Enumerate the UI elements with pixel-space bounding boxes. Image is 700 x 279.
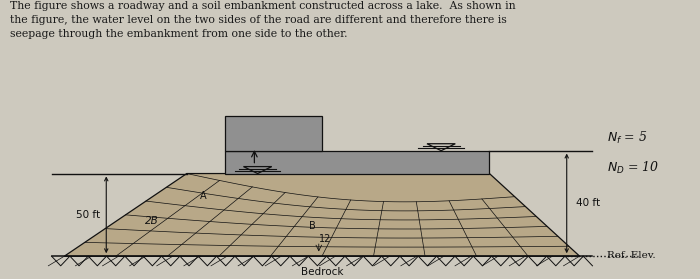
Polygon shape [64,174,580,256]
Text: 40 ft: 40 ft [576,198,601,208]
Text: Ref. Elev.: Ref. Elev. [607,251,655,260]
Text: 12: 12 [319,234,331,244]
Text: 50 ft: 50 ft [76,210,100,220]
Text: A: A [199,191,206,201]
Text: B: B [309,221,316,231]
Text: The figure shows a roadway and a soil embankment constructed across a lake.  As : The figure shows a roadway and a soil em… [10,1,516,39]
Polygon shape [225,151,489,174]
Text: 2B: 2B [144,216,158,226]
Text: $N_D$ = 10: $N_D$ = 10 [607,160,659,176]
Text: $N_f$ = 5: $N_f$ = 5 [607,130,648,146]
Text: Bedrock: Bedrock [301,267,343,277]
Polygon shape [225,116,322,151]
